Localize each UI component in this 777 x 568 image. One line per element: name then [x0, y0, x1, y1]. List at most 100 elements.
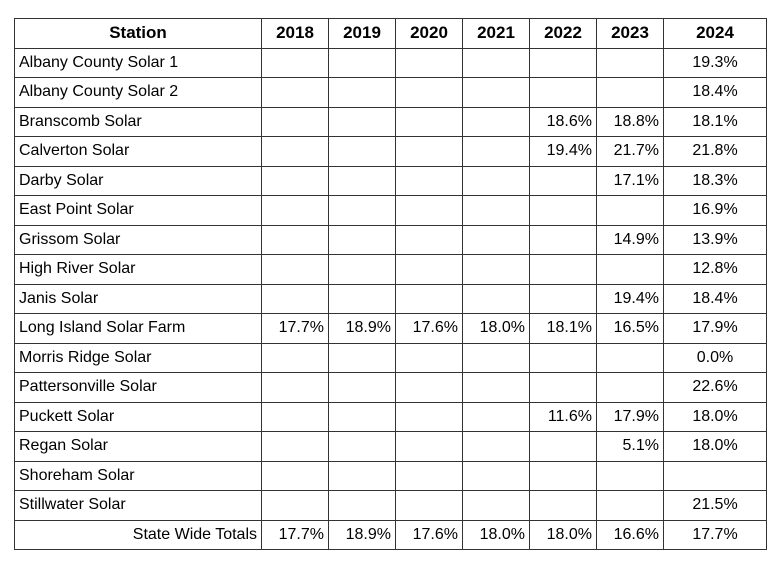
table-row: Branscomb Solar 18.6% 18.8% 18.1% [14, 106, 767, 137]
table-row: Stillwater Solar 21.5% [14, 490, 767, 521]
value-cell [663, 460, 767, 491]
value-cell: 13.9% [663, 224, 767, 255]
station-cell: Pattersonville Solar [14, 372, 262, 403]
station-cell: Albany County Solar 1 [14, 47, 262, 78]
station-cell: Morris Ridge Solar [14, 342, 262, 373]
value-cell [261, 283, 329, 314]
table-row: Albany County Solar 1 19.3% [14, 47, 767, 78]
value-cell: 0.0% [663, 342, 767, 373]
station-cell: Shoreham Solar [14, 460, 262, 491]
value-cell [261, 195, 329, 226]
value-cell [328, 490, 396, 521]
value-cell: 19.4% [529, 136, 597, 167]
value-cell: 18.6% [529, 106, 597, 137]
value-cell [395, 342, 463, 373]
value-cell [462, 106, 530, 137]
value-cell: 17.7% [663, 519, 767, 550]
value-cell [529, 254, 597, 285]
value-cell [462, 254, 530, 285]
value-cell: 18.8% [596, 106, 664, 137]
value-cell [328, 401, 396, 432]
value-cell: 17.9% [663, 313, 767, 344]
value-cell [261, 136, 329, 167]
station-cell: Calverton Solar [14, 136, 262, 167]
table-row: Long Island Solar Farm 17.7% 18.9% 17.6% 18.… [14, 313, 767, 344]
value-cell [395, 431, 463, 462]
value-cell [261, 106, 329, 137]
station-cell: East Point Solar [14, 195, 262, 226]
column-header-2022: 2022 [529, 18, 597, 49]
value-cell [261, 460, 329, 491]
value-cell [529, 372, 597, 403]
station-cell: Janis Solar [14, 283, 262, 314]
column-header-2019: 2019 [328, 18, 396, 49]
table-row: Pattersonville Solar 22.6% [14, 372, 767, 403]
value-cell [395, 77, 463, 108]
value-cell [328, 165, 396, 196]
column-header-2024: 2024 [663, 18, 767, 49]
value-cell [328, 47, 396, 78]
solar-stations-table: Station 2018 2019 2020 2021 2022 2023 2024 Alba… [14, 18, 767, 550]
value-cell: 17.7% [261, 313, 329, 344]
value-cell [529, 77, 597, 108]
table-row: Darby Solar 17.1% 18.3% [14, 165, 767, 196]
column-header-2020: 2020 [395, 18, 463, 49]
value-cell [261, 47, 329, 78]
value-cell: 19.3% [663, 47, 767, 78]
value-cell: 18.9% [328, 519, 396, 550]
value-cell: 18.3% [663, 165, 767, 196]
table-row: Morris Ridge Solar 0.0% [14, 342, 767, 373]
station-cell: State Wide Totals [14, 519, 262, 550]
value-cell: 18.0% [529, 519, 597, 550]
value-cell [395, 106, 463, 137]
station-cell: Puckett Solar [14, 401, 262, 432]
value-cell [395, 136, 463, 167]
value-cell [261, 254, 329, 285]
value-cell [395, 254, 463, 285]
value-cell [462, 431, 530, 462]
value-cell [395, 195, 463, 226]
value-cell: 14.9% [596, 224, 664, 255]
value-cell [328, 224, 396, 255]
value-cell: 18.0% [462, 519, 530, 550]
table-header-row: Station 2018 2019 2020 2021 2022 2023 2024 [14, 18, 767, 49]
value-cell [261, 224, 329, 255]
value-cell: 18.4% [663, 283, 767, 314]
station-cell: Long Island Solar Farm [14, 313, 262, 344]
value-cell: 21.7% [596, 136, 664, 167]
table-row: Grissom Solar 14.9% 13.9% [14, 224, 767, 255]
value-cell [596, 254, 664, 285]
value-cell: 17.6% [395, 519, 463, 550]
value-cell [328, 283, 396, 314]
value-cell [328, 431, 396, 462]
value-cell: 18.0% [663, 401, 767, 432]
value-cell: 18.1% [663, 106, 767, 137]
value-cell [328, 136, 396, 167]
value-cell [529, 490, 597, 521]
value-cell [596, 372, 664, 403]
value-cell [462, 460, 530, 491]
value-cell [596, 77, 664, 108]
value-cell [462, 224, 530, 255]
column-header-station: Station [14, 18, 262, 49]
value-cell: 17.7% [261, 519, 329, 550]
station-cell: Darby Solar [14, 165, 262, 196]
value-cell: 18.0% [462, 313, 530, 344]
value-cell: 21.5% [663, 490, 767, 521]
value-cell: 18.0% [663, 431, 767, 462]
value-cell: 16.5% [596, 313, 664, 344]
value-cell [261, 372, 329, 403]
value-cell [328, 372, 396, 403]
value-cell: 16.6% [596, 519, 664, 550]
column-header-2023: 2023 [596, 18, 664, 49]
station-cell: Regan Solar [14, 431, 262, 462]
station-cell: Grissom Solar [14, 224, 262, 255]
value-cell [395, 372, 463, 403]
value-cell [596, 490, 664, 521]
station-cell: Branscomb Solar [14, 106, 262, 137]
table-row: East Point Solar 16.9% [14, 195, 767, 226]
value-cell [596, 195, 664, 226]
value-cell [596, 460, 664, 491]
value-cell [328, 106, 396, 137]
